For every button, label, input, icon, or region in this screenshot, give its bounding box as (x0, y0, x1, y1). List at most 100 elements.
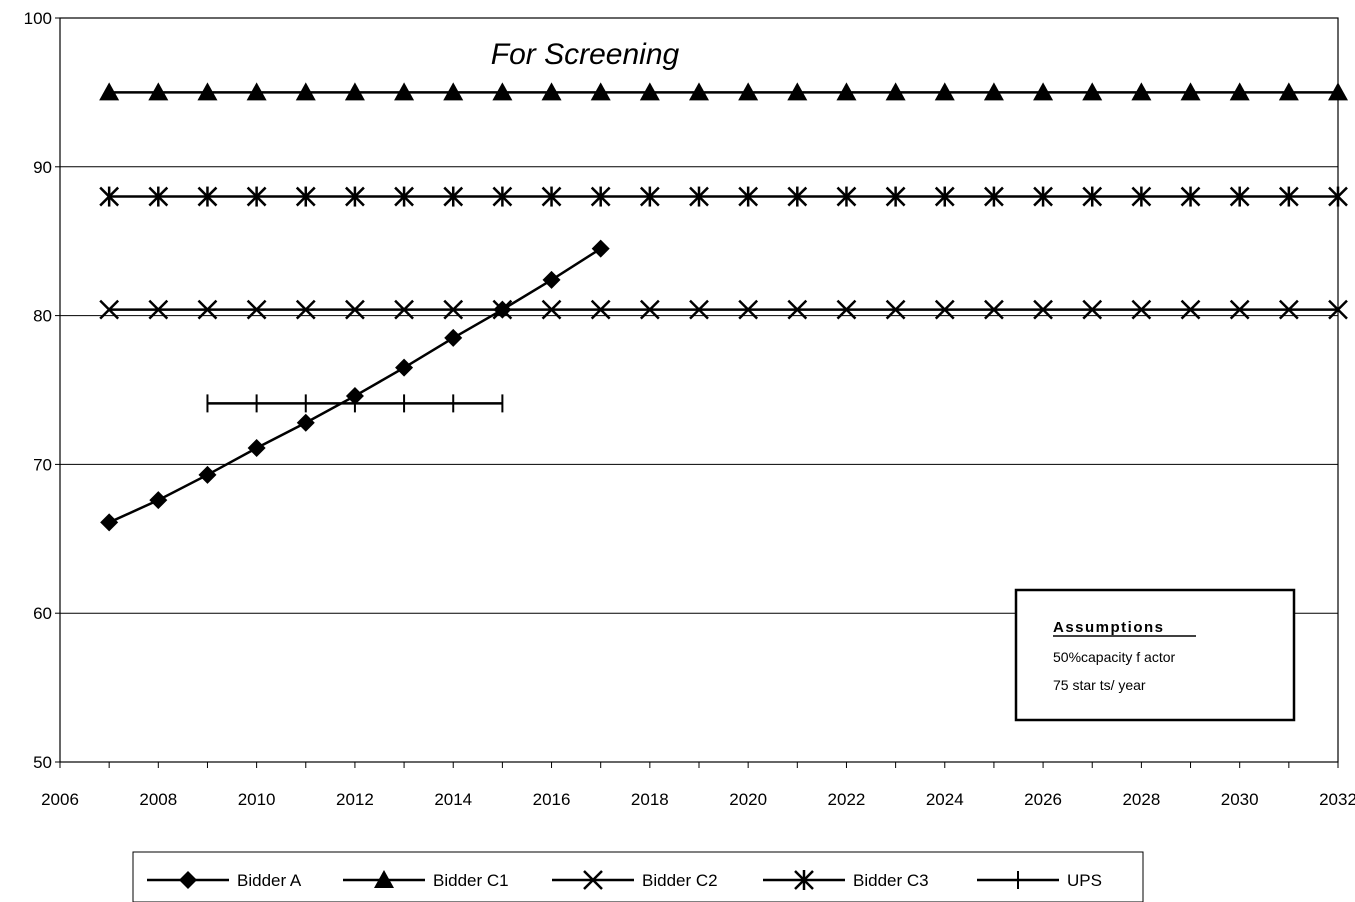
data-point (100, 513, 119, 532)
data-point (738, 82, 759, 101)
data-point (148, 82, 169, 101)
data-point (1033, 299, 1053, 320)
data-point (394, 82, 415, 101)
data-point (148, 299, 169, 320)
data-point (394, 186, 414, 207)
data-point (345, 186, 365, 207)
data-point (1131, 82, 1152, 101)
legend-item: UPS (977, 871, 1102, 890)
x-tick-label: 2016 (533, 790, 571, 809)
legend-label: Bidder C3 (853, 871, 929, 890)
data-point (738, 186, 759, 207)
series-layer (99, 82, 1348, 532)
data-point (99, 186, 120, 207)
data-point (639, 82, 660, 101)
legend: Bidder A Bidder C1 Bidder C2 Bidder C3 UPS (132, 851, 1144, 902)
data-point (99, 82, 120, 101)
data-point (591, 239, 610, 258)
data-point (197, 299, 218, 320)
x-tick-label: 2014 (434, 790, 472, 809)
data-point (1180, 82, 1201, 101)
y-tick-label: 70 (33, 455, 52, 474)
data-point (590, 186, 611, 207)
data-point (541, 186, 562, 207)
data-point (1229, 299, 1250, 320)
x-tick-label: 2020 (729, 790, 767, 809)
data-point (197, 186, 218, 207)
data-point (1328, 299, 1348, 320)
data-point (541, 82, 562, 101)
legend-marker (583, 870, 603, 890)
data-point (492, 186, 513, 207)
legend-item: Bidder C1 (343, 870, 509, 890)
legend-marker (794, 870, 814, 890)
data-point (1180, 186, 1201, 207)
assumptions-frame (1014, 588, 1296, 722)
data-point (148, 186, 169, 207)
data-point (984, 186, 1004, 207)
legend-label: Bidder A (237, 871, 302, 890)
data-point (149, 491, 168, 510)
x-tick-label: 2028 (1122, 790, 1160, 809)
data-point (394, 299, 414, 320)
data-point (885, 186, 906, 207)
series-bidder-c1 (99, 82, 1348, 101)
data-point (836, 82, 857, 101)
x-tick-label: 2006 (41, 790, 79, 809)
legend-label: Bidder C1 (433, 871, 509, 890)
series-ups (206, 394, 504, 413)
data-point (836, 186, 857, 207)
data-point (492, 82, 513, 101)
legend-items: Bidder A Bidder C1 Bidder C2 Bidder C3 UPS (147, 870, 1102, 890)
data-point (590, 82, 611, 101)
data-point (984, 299, 1004, 320)
chart-title: For Screening (491, 38, 680, 71)
legend-item: Bidder A (147, 871, 302, 890)
assumptions-box: Assumptions 50%capacity f actor 75 star … (1014, 588, 1296, 722)
data-point (1328, 82, 1348, 101)
data-point (1131, 299, 1152, 320)
series-bidder-c3 (99, 186, 1348, 207)
y-tick-label: 50 (33, 753, 52, 772)
x-tick-label: 2030 (1221, 790, 1259, 809)
data-point (246, 82, 267, 101)
y-tick-label: 60 (33, 604, 52, 623)
data-point (296, 413, 315, 432)
axes: 50 60 70 80 90 100 2006 2008 2010 2012 2014 2016 201… (24, 9, 1355, 809)
data-point (1328, 186, 1348, 207)
legend-label: Bidder C2 (642, 871, 718, 890)
data-point (1082, 186, 1103, 207)
y-tick-label: 100 (24, 9, 52, 28)
data-point (444, 328, 463, 347)
data-point (787, 299, 808, 320)
y-tick-label: 80 (33, 307, 52, 326)
data-point (885, 82, 906, 101)
data-point (541, 299, 562, 320)
x-tick-label: 2026 (1024, 790, 1062, 809)
y-tick-label: 90 (33, 158, 52, 177)
data-point (99, 299, 120, 320)
x-tick-label: 2010 (238, 790, 276, 809)
data-point (197, 82, 218, 101)
legend-item: Bidder C3 (763, 870, 929, 890)
data-point (934, 299, 955, 320)
data-point (885, 299, 906, 320)
data-point (934, 82, 955, 101)
data-point (492, 299, 513, 320)
assumptions-line-2: 75 star ts/ year (1053, 677, 1146, 693)
data-point (395, 358, 414, 377)
data-point (295, 186, 316, 207)
data-point (443, 82, 464, 101)
data-point (247, 439, 266, 458)
data-point (1033, 186, 1053, 207)
data-point (787, 186, 808, 207)
data-point (1033, 82, 1054, 101)
data-point (295, 299, 316, 320)
data-point (983, 82, 1004, 101)
data-point (639, 186, 660, 207)
data-point (1131, 186, 1152, 207)
data-point (738, 299, 759, 320)
x-tick-label: 2012 (336, 790, 374, 809)
data-point (1229, 82, 1250, 101)
